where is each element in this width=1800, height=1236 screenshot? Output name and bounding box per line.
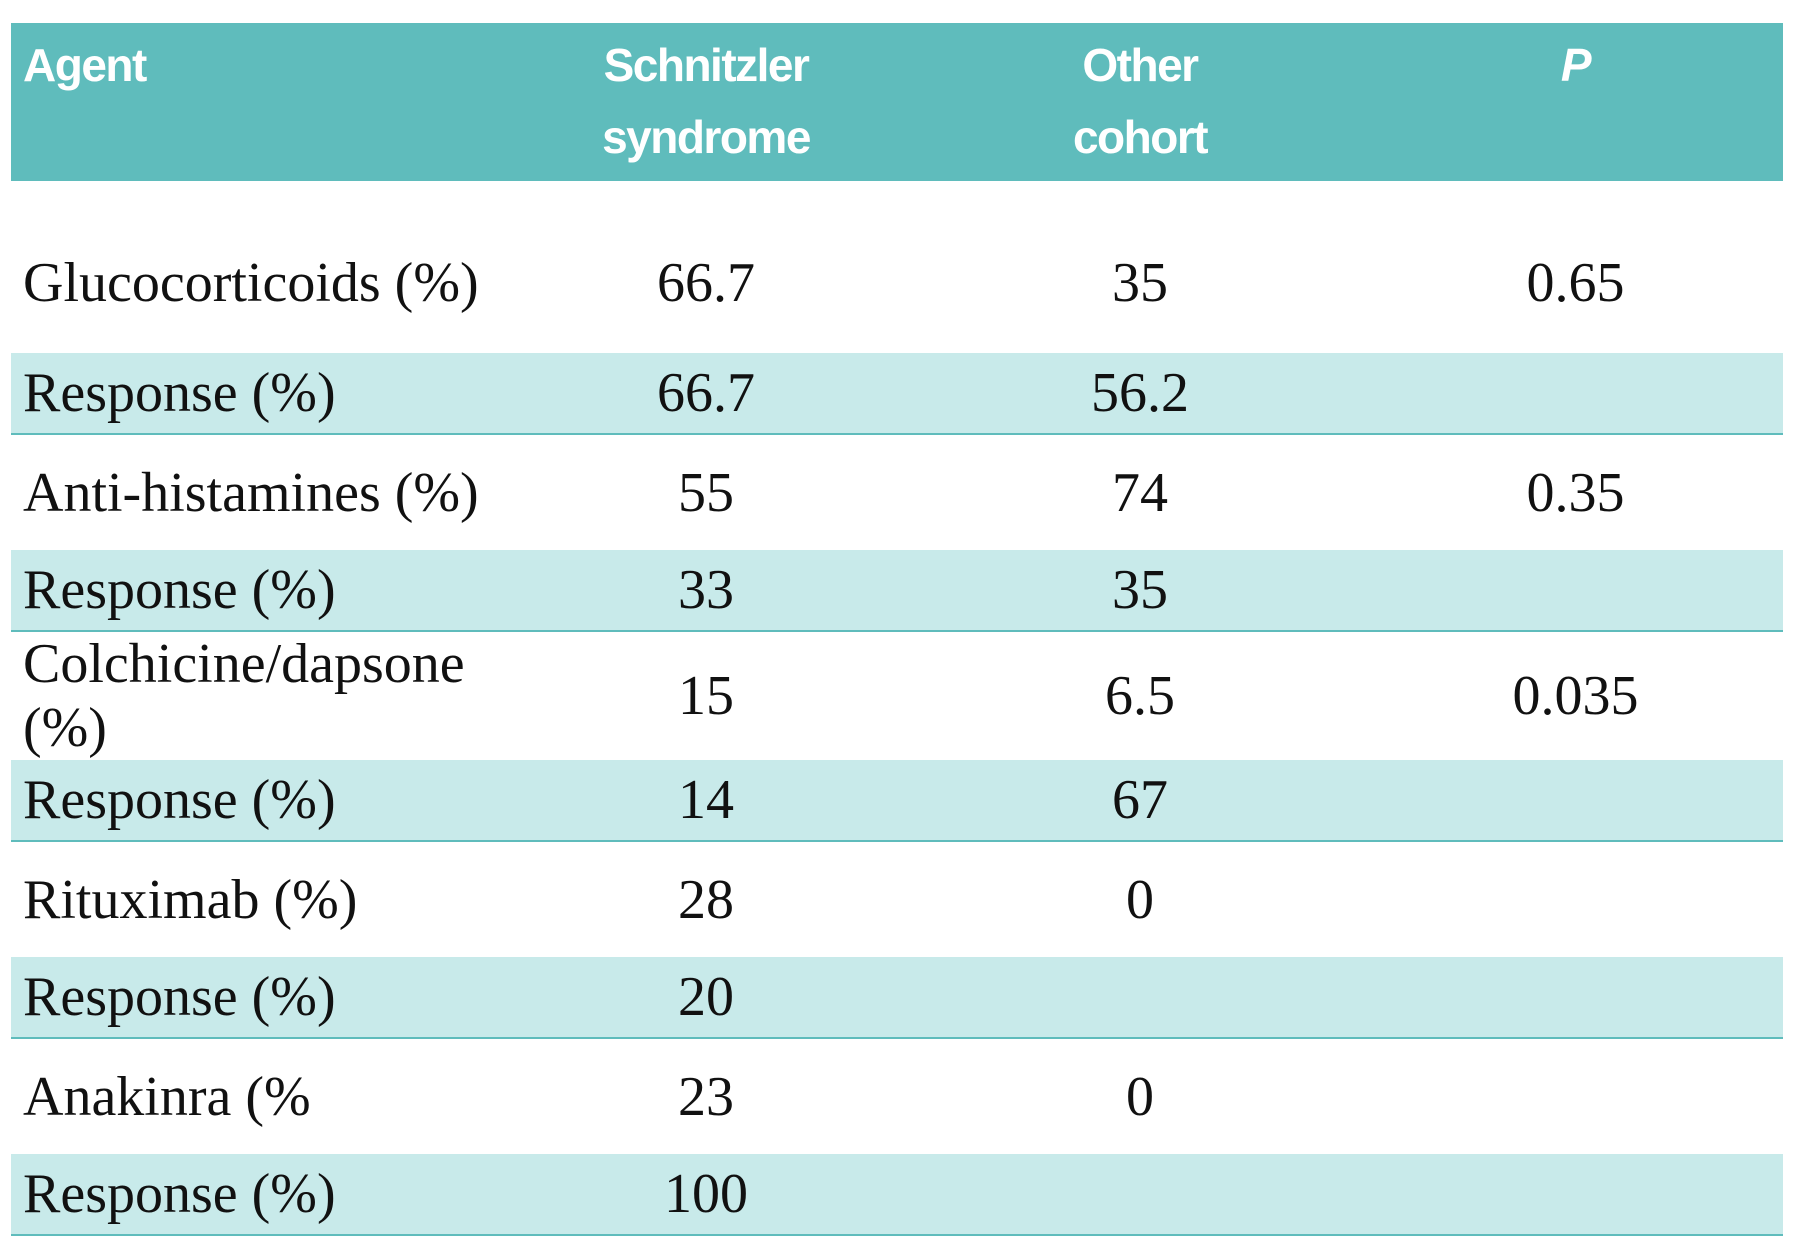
table-cell bbox=[1368, 760, 1783, 842]
page: Agent Schnitzler syndrome Other cohort P Gluc… bbox=[11, 23, 1783, 1236]
table-cell: 66.7 bbox=[500, 353, 912, 435]
table-cell: Response (%) bbox=[11, 550, 500, 632]
column-header: Agent bbox=[11, 23, 500, 181]
table-row: Anakinra (% 23 0 bbox=[11, 1038, 1783, 1154]
table-cell: 33 bbox=[500, 550, 912, 632]
table-row: Response (%) 33 35 bbox=[11, 550, 1783, 632]
table-cell: 0 bbox=[1126, 868, 1154, 931]
table-row: Response (%) 14 67 bbox=[11, 760, 1783, 842]
column-header: Other cohort bbox=[912, 23, 1368, 181]
table-cell: 20 bbox=[500, 957, 912, 1039]
table-cell: 35 bbox=[1112, 252, 1168, 314]
table-cell: Colchicine/dapsone (%) bbox=[23, 633, 465, 759]
table-cell: Rituximab (%) bbox=[23, 868, 358, 931]
table-row: Glucocorticoids (%) 66.7 35 0.65 bbox=[11, 181, 1783, 353]
table-cell: 28 bbox=[678, 868, 734, 931]
header-line: Schnitzler bbox=[603, 39, 810, 91]
data-table: Agent Schnitzler syndrome Other cohort P Gluc… bbox=[11, 23, 1783, 1236]
table-cell bbox=[912, 1154, 1368, 1236]
table-cell: Response (%) bbox=[11, 1154, 500, 1236]
table-cell bbox=[912, 957, 1368, 1039]
table-cell: 0 bbox=[1126, 1065, 1154, 1128]
header-row: Agent Schnitzler syndrome Other cohort P bbox=[11, 23, 1783, 181]
table-cell bbox=[1368, 957, 1783, 1039]
table-row: Response (%) 100 bbox=[11, 1154, 1783, 1236]
table-cell: 0.35 bbox=[1526, 461, 1625, 524]
table-row: Anti-histamines (%) 55 74 0.35 bbox=[11, 434, 1783, 550]
header-line: P bbox=[1560, 39, 1592, 91]
table-cell: 35 bbox=[912, 550, 1368, 632]
table-row: Response (%) 20 bbox=[11, 957, 1783, 1039]
table-cell: Glucocorticoids (%) bbox=[23, 252, 479, 314]
table-cell: 0.65 bbox=[1526, 252, 1625, 314]
table-cell: 66.7 bbox=[657, 252, 755, 314]
header-line: Agent bbox=[23, 39, 147, 91]
table-cell: 55 bbox=[678, 461, 734, 524]
table-cell: 6.5 bbox=[1105, 665, 1175, 727]
table-row: Response (%) 66.7 56.2 bbox=[11, 353, 1783, 435]
table-cell: 67 bbox=[912, 760, 1368, 842]
table-cell: 74 bbox=[1112, 461, 1168, 524]
table-cell: Response (%) bbox=[11, 760, 500, 842]
column-header: Schnitzler syndrome bbox=[500, 23, 912, 181]
table-body: Glucocorticoids (%) 66.7 35 0.65 Response (%… bbox=[11, 181, 1783, 1236]
table-row: Colchicine/dapsone (%) 15 6.5 0.035 bbox=[11, 631, 1783, 760]
header-line: cohort bbox=[1072, 111, 1209, 163]
column-header: P bbox=[1368, 23, 1783, 181]
table-cell: 14 bbox=[500, 760, 912, 842]
table-cell: 0.035 bbox=[1512, 665, 1639, 727]
header-line: Other bbox=[1082, 39, 1199, 91]
table-cell bbox=[1368, 353, 1783, 435]
table-cell bbox=[1368, 550, 1783, 632]
table-cell: Anakinra (% bbox=[23, 1065, 311, 1128]
table-cell: 23 bbox=[678, 1065, 734, 1128]
table-cell: Anti-histamines (%) bbox=[23, 461, 479, 524]
table-cell: 15 bbox=[678, 665, 734, 727]
table-cell bbox=[1368, 1038, 1783, 1154]
header-line: syndrome bbox=[602, 111, 811, 163]
table-cell: 56.2 bbox=[912, 353, 1368, 435]
table-cell bbox=[1368, 841, 1783, 957]
table-cell: 100 bbox=[500, 1154, 912, 1236]
table-cell: Response (%) bbox=[11, 957, 500, 1039]
table-cell: Response (%) bbox=[11, 353, 500, 435]
table-header: Agent Schnitzler syndrome Other cohort P bbox=[11, 23, 1783, 181]
table-row: Rituximab (%) 28 0 bbox=[11, 841, 1783, 957]
table-cell bbox=[1368, 1154, 1783, 1236]
